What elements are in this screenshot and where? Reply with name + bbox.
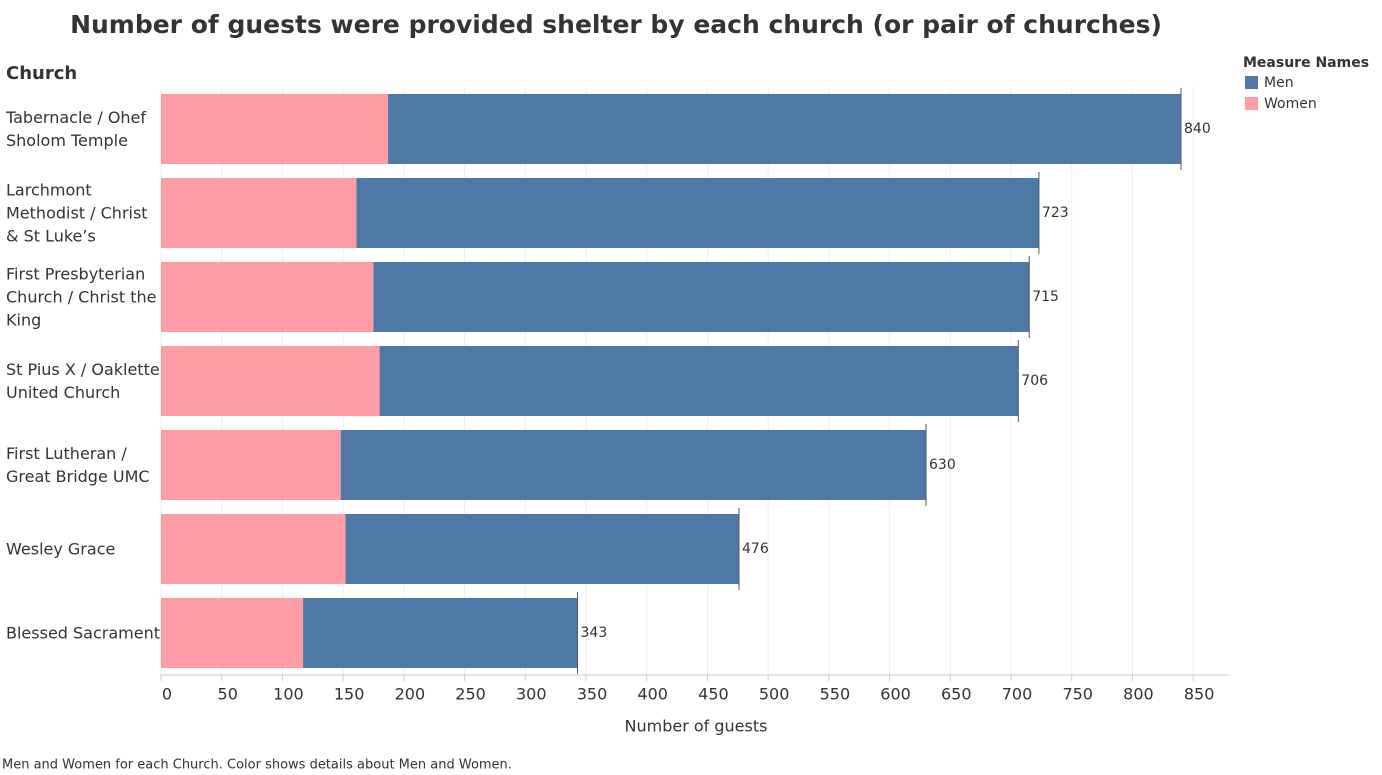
bar-segment	[161, 430, 341, 500]
x-tick-label: 200	[395, 685, 426, 704]
category-label: First Lutheran / Great Bridge UMC	[6, 444, 150, 486]
total-label: 706	[1021, 373, 1048, 389]
category-label: Blessed Sacrament	[6, 623, 161, 643]
x-tick-label: 500	[759, 685, 790, 704]
x-tick-label: 850	[1184, 685, 1215, 704]
legend-swatch	[1245, 76, 1258, 89]
y-axis-title: Church	[6, 63, 77, 84]
bar-segment	[373, 262, 1030, 332]
legend-title: Measure Names	[1243, 55, 1369, 71]
total-label: 723	[1042, 205, 1069, 221]
total-label: 476	[742, 541, 769, 557]
chart-title: Number of guests were provided shelter b…	[70, 10, 1162, 39]
x-tick-label: 800	[1123, 685, 1154, 704]
x-tick-label: 300	[516, 685, 547, 704]
total-label: 715	[1032, 289, 1059, 305]
bar-segment	[161, 598, 304, 668]
total-label: 343	[581, 625, 608, 641]
bar-segment	[161, 514, 346, 584]
bar-segment	[161, 178, 357, 248]
total-label: 840	[1184, 121, 1211, 137]
x-tick-label: 50	[218, 685, 238, 704]
x-tick-label: 450	[698, 685, 729, 704]
x-tick-label: 250	[455, 685, 486, 704]
category-label: Larchmont Methodist / Christ & St Luke’s	[6, 180, 148, 246]
x-tick-label: 400	[637, 685, 668, 704]
bar-segment	[379, 346, 1019, 416]
category-label: Tabernacle / Ohef Sholom Temple	[6, 108, 147, 150]
category-label: First Presbyterian Church / Christ the K…	[6, 264, 157, 330]
x-tick-label: 150	[334, 685, 365, 704]
x-tick-label: 650	[941, 685, 972, 704]
bar-segment	[161, 94, 389, 164]
bar-segment	[356, 178, 1039, 248]
legend-label: Men	[1264, 75, 1294, 91]
bar-segment	[303, 598, 578, 668]
x-tick-label: 750	[1062, 685, 1093, 704]
x-tick-label: 0	[162, 685, 172, 704]
total-label: 630	[929, 457, 956, 473]
category-label: St Pius X / Oaklette United Church	[6, 360, 160, 402]
x-tick-label: 600	[880, 685, 911, 704]
legend-label: Women	[1264, 96, 1317, 112]
x-tick-label: 100	[273, 685, 304, 704]
category-label: Wesley Grace	[6, 539, 116, 559]
bar-segment	[161, 262, 374, 332]
bar-segment	[345, 514, 739, 584]
bar-segment	[340, 430, 926, 500]
bar-segment	[161, 346, 380, 416]
x-axis-title: Number of guests	[625, 717, 768, 736]
x-tick-label: 350	[577, 685, 608, 704]
caption: Men and Women for each Church. Color sho…	[2, 758, 512, 773]
legend-swatch	[1245, 97, 1258, 110]
x-tick-label: 550	[820, 685, 851, 704]
x-tick-label: 700	[1002, 685, 1033, 704]
bar-segment	[388, 94, 1182, 164]
